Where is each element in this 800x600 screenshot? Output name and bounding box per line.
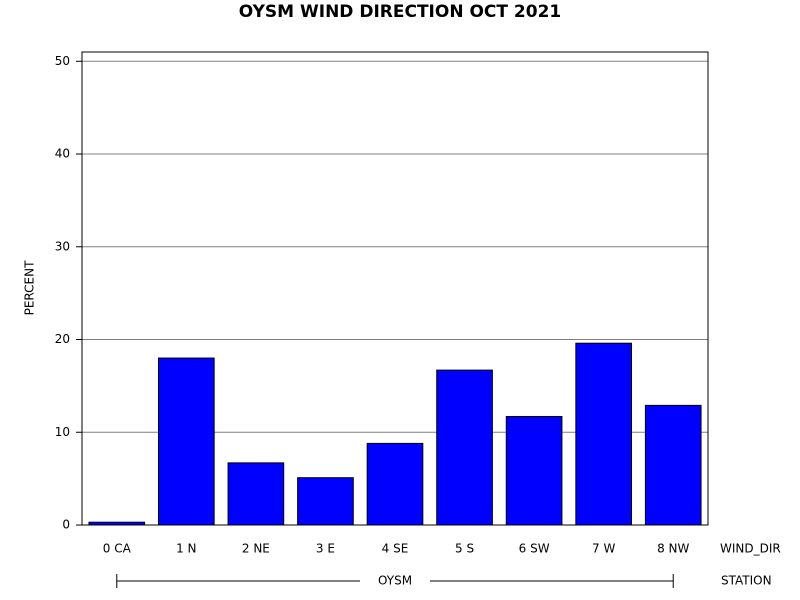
bar — [227, 462, 285, 526]
bar — [158, 357, 215, 526]
group-axis-label: STATION — [721, 574, 772, 588]
group-label: OYSM — [378, 574, 412, 588]
x-tick-label: 1 N — [176, 542, 196, 556]
x-tick-label: 8 NW — [657, 542, 689, 556]
x-tick-label: 3 E — [316, 542, 335, 556]
y-axis-label: PERCENT — [23, 260, 37, 315]
x-tick-label: 7 W — [592, 542, 615, 556]
y-tick-label: 40 — [55, 147, 70, 161]
x-axis-label: WIND_DIR — [720, 542, 781, 556]
bar — [644, 404, 702, 526]
x-tick-label: 6 SW — [519, 542, 550, 556]
y-tick-label: 10 — [55, 425, 70, 439]
chart-title: OYSM WIND DIRECTION OCT 2021 — [239, 2, 561, 22]
y-tick-label: 0 — [62, 518, 70, 532]
y-tick-label: 20 — [55, 332, 70, 346]
bar — [297, 477, 354, 526]
y-tick-label: 50 — [55, 54, 70, 68]
y-tick-label: 30 — [55, 239, 70, 253]
bar — [88, 521, 146, 526]
bar — [505, 415, 563, 526]
bar — [366, 442, 424, 526]
x-tick-label: 5 S — [455, 542, 474, 556]
x-tick-label: 2 NE — [242, 542, 270, 556]
x-tick-label: 4 SE — [382, 542, 409, 556]
bar — [575, 342, 632, 526]
bar — [436, 369, 493, 526]
x-tick-label: 0 CA — [103, 542, 132, 556]
